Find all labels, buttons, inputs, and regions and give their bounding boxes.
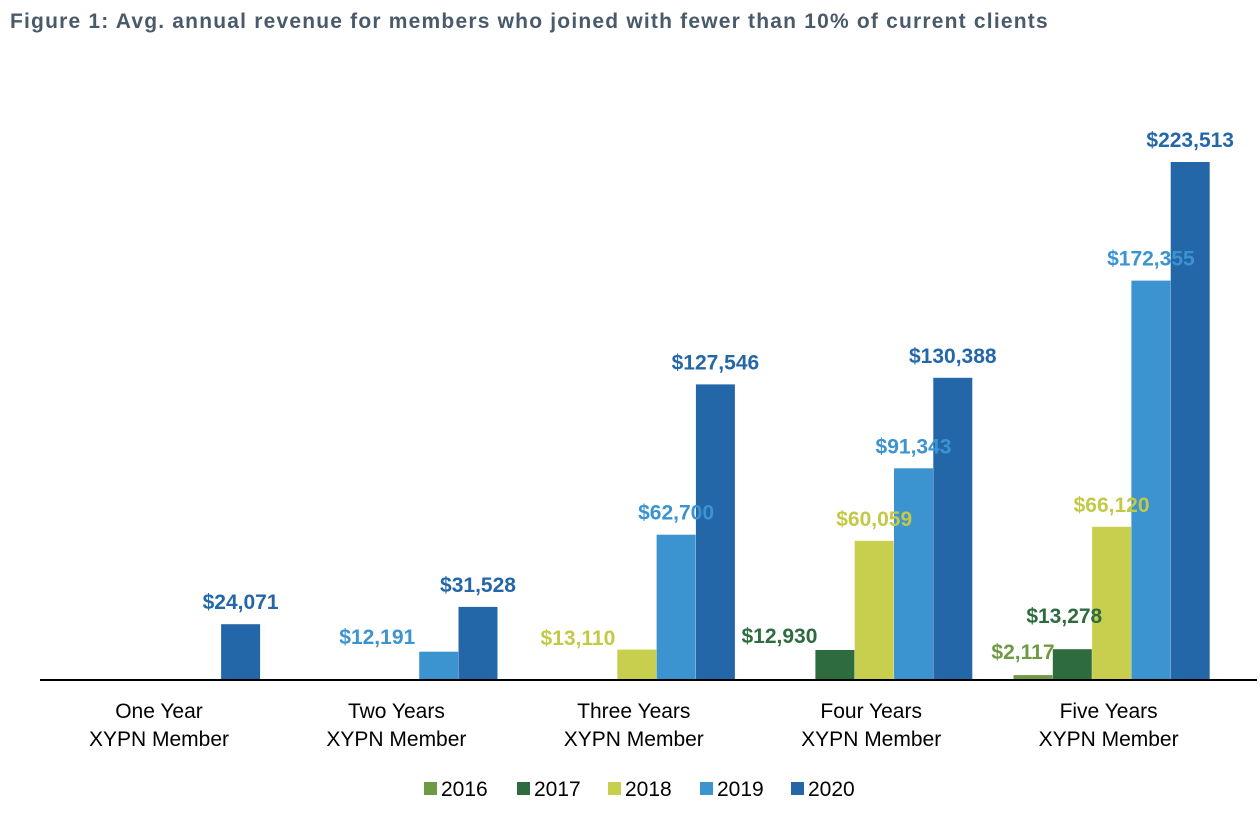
data-label-2020-2: $127,546	[672, 351, 760, 374]
bar-2019-3	[894, 468, 933, 680]
bar-2019-4	[1131, 280, 1171, 680]
data-label-2018-4: $66,120	[1074, 494, 1150, 517]
bar-2019-2	[656, 534, 696, 680]
bar-2018-3	[854, 540, 894, 680]
legend-label-2020: 2020	[808, 778, 855, 801]
data-label-2016-4: $2,117	[991, 641, 1054, 664]
bar-2020-3	[933, 377, 973, 680]
legend-swatch-2016	[424, 782, 437, 795]
data-label-2017-4: $13,278	[1026, 605, 1102, 628]
legend-swatch-2019	[700, 782, 713, 795]
legend-label-2019: 2019	[717, 778, 764, 801]
bar-2019-1	[419, 651, 459, 680]
data-label-2018-3: $60,059	[836, 508, 912, 531]
bar-2020-2	[695, 384, 735, 680]
data-label-2019-1: $12,191	[339, 626, 415, 649]
legend-swatch-2018	[608, 782, 621, 795]
legend-swatch-2017	[517, 782, 530, 795]
chart-title: Figure 1: Avg. annual revenue for member…	[10, 10, 1049, 33]
data-labels-group: $24,071 $12,191 $31,528 $13,110 $62,700 $127,…	[203, 129, 1234, 664]
bar-2018-2	[617, 649, 657, 680]
category-labels-group: One Year XYPN Member Two Years XYPN Member T…	[89, 700, 1179, 751]
category-label-4: Five Years XYPN Member	[1039, 700, 1179, 751]
bar-2017-4	[1052, 649, 1092, 680]
data-label-2020-0: $24,071	[203, 591, 279, 614]
bar-2020-1	[458, 606, 498, 680]
legend: 2016 2017 2018 2019 2020	[424, 778, 855, 801]
data-label-2020-1: $31,528	[440, 574, 516, 597]
bar-2018-4	[1092, 526, 1132, 680]
category-label-2: Three Years XYPN Member	[564, 700, 704, 751]
category-label-0: One Year XYPN Member	[89, 700, 229, 751]
bars-group	[221, 162, 1210, 680]
bar-2017-3	[815, 650, 855, 680]
data-label-2018-2: $13,110	[541, 627, 616, 650]
category-label-3: Four Years XYPN Member	[801, 700, 941, 751]
legend-label-2018: 2018	[625, 778, 672, 801]
data-label-2020-4: $223,513	[1146, 129, 1234, 152]
data-label-2019-4: $172,355	[1107, 248, 1195, 271]
data-label-2020-3: $130,388	[909, 345, 997, 368]
bar-2020-4	[1170, 162, 1210, 680]
legend-label-2017: 2017	[534, 778, 581, 801]
data-label-2019-3: $91,343	[876, 435, 952, 458]
legend-label-2016: 2016	[441, 778, 488, 801]
bar-2020-0	[221, 624, 261, 680]
category-label-1: Two Years XYPN Member	[326, 700, 466, 751]
data-label-2017-3: $12,930	[741, 625, 817, 648]
legend-swatch-2020	[791, 782, 804, 795]
data-label-2019-2: $62,700	[638, 502, 714, 525]
bar-2016-4	[1013, 675, 1053, 680]
